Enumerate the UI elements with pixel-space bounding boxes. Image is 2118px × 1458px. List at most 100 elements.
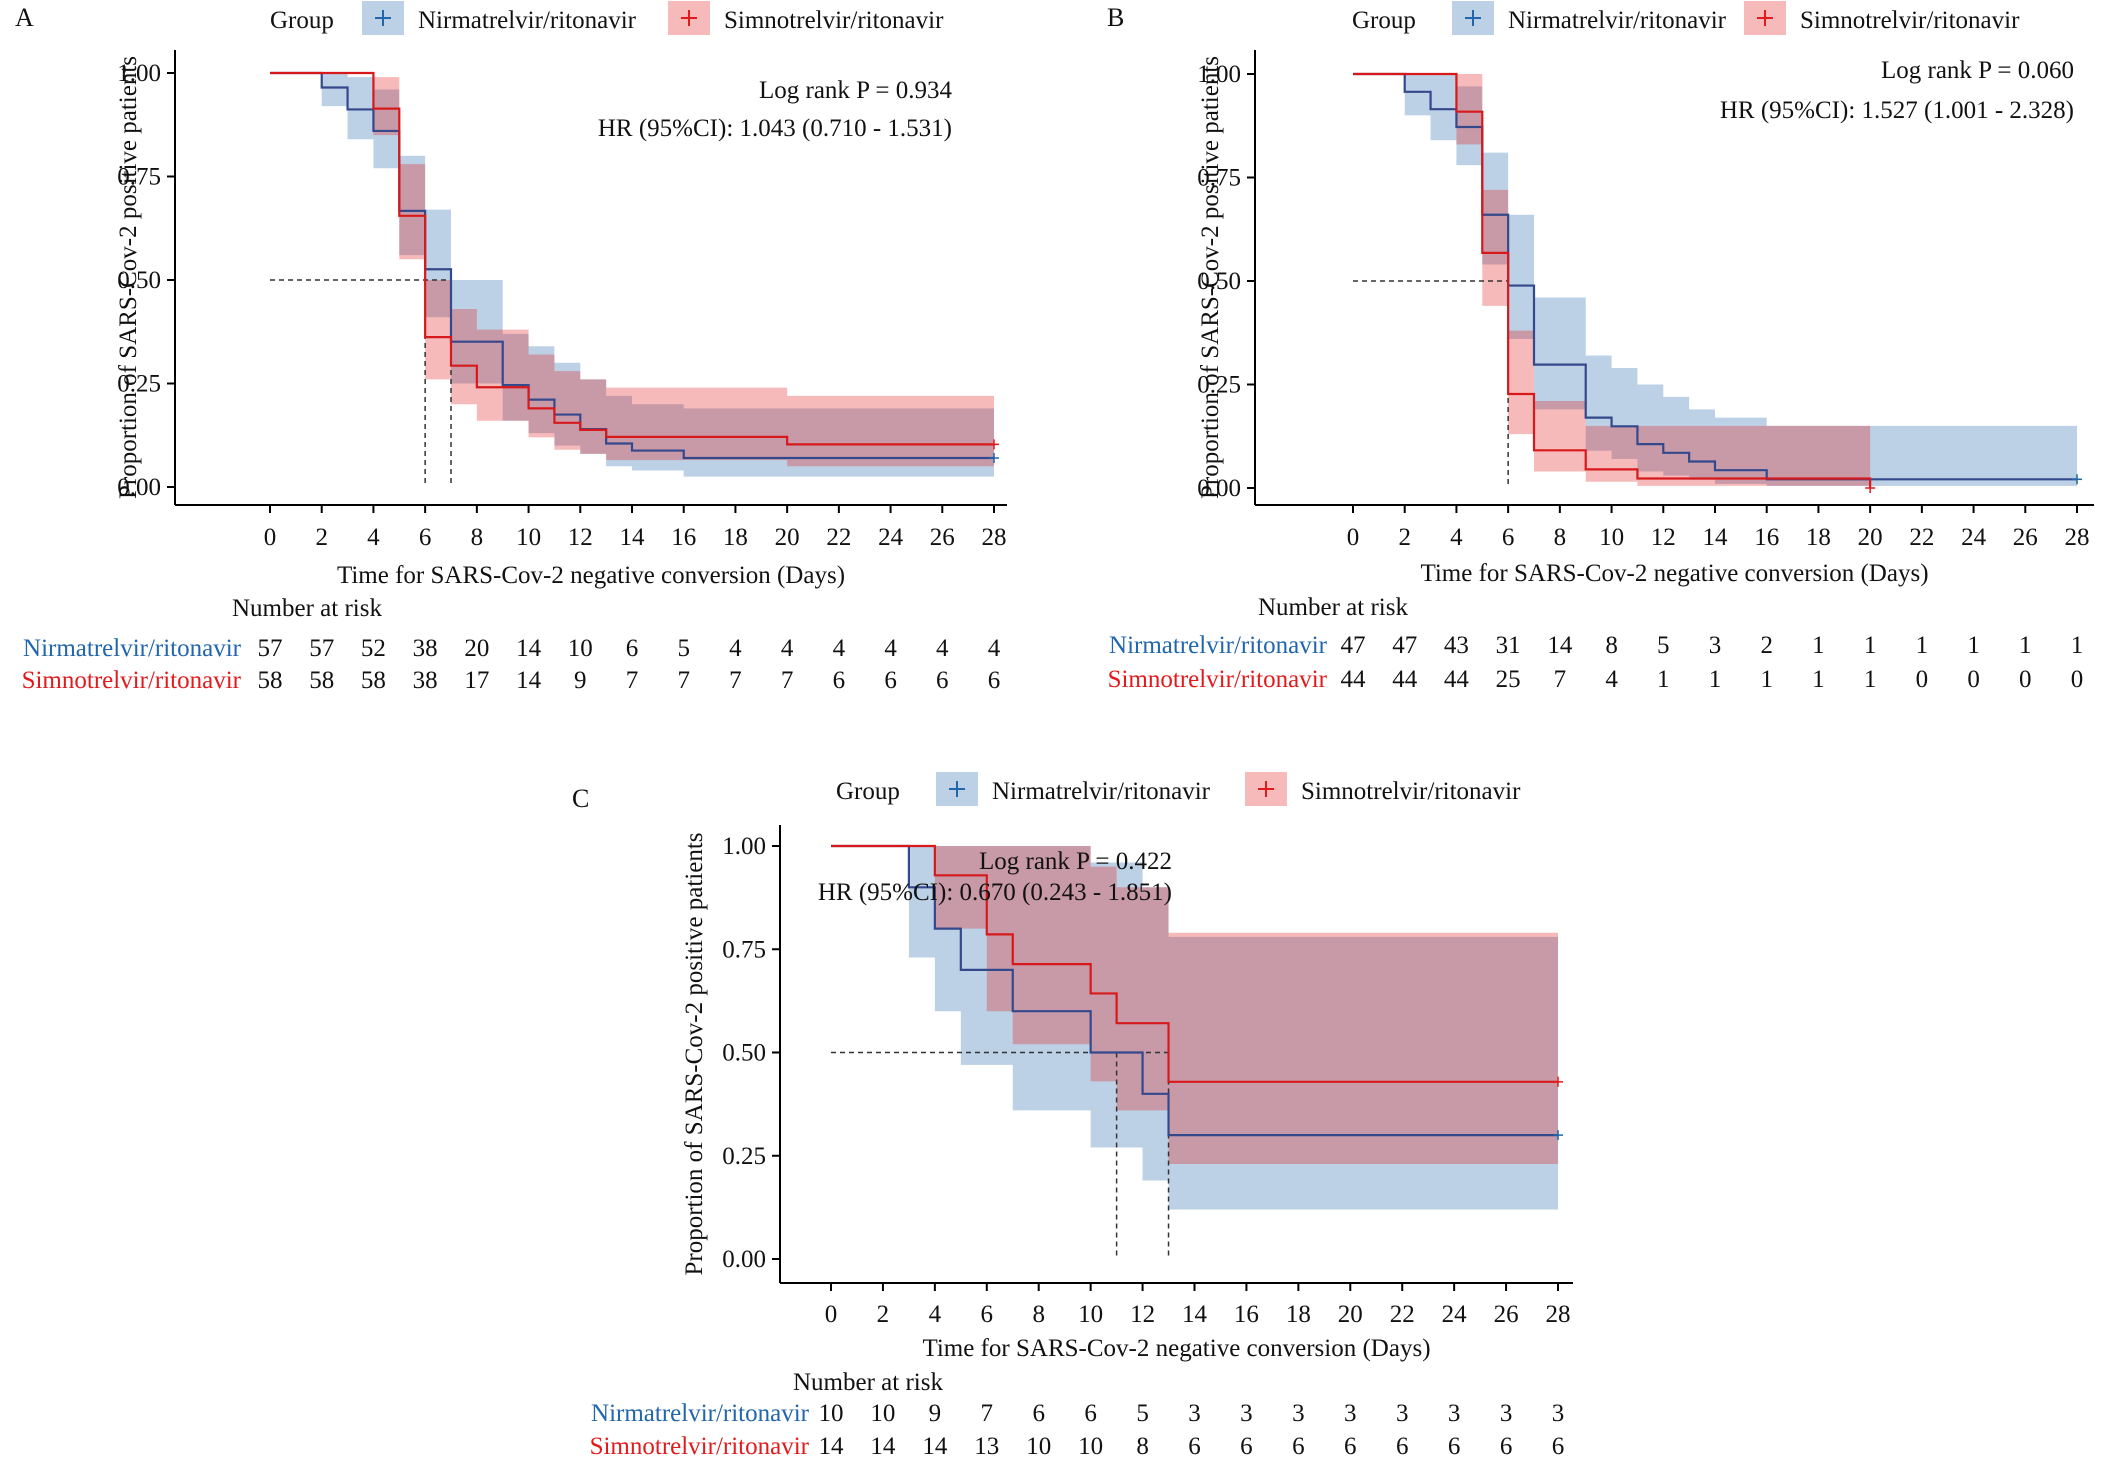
legend-title: Group bbox=[270, 7, 334, 34]
risk-count: 8 bbox=[1605, 632, 1618, 659]
risk-count: 1 bbox=[1812, 632, 1825, 659]
y-tick-label: 0.50 bbox=[117, 267, 161, 294]
risk-count: 4 bbox=[884, 635, 897, 662]
survival-curve-1 bbox=[270, 71, 994, 460]
x-tick-label: 28 bbox=[982, 524, 1007, 551]
risk-count: 38 bbox=[413, 635, 438, 662]
risk-count: 6 bbox=[626, 635, 639, 662]
risk-count: 10 bbox=[568, 635, 593, 662]
plot-area bbox=[831, 844, 1563, 1259]
survival-curve-1 bbox=[1353, 72, 2077, 481]
x-tick-label: 16 bbox=[1234, 1301, 1259, 1328]
x-tick-label: 6 bbox=[419, 524, 432, 551]
risk-count: 14 bbox=[516, 635, 542, 662]
x-tick-label: 10 bbox=[516, 524, 541, 551]
x-tick-label: 28 bbox=[2065, 524, 2090, 551]
risk-count: 9 bbox=[574, 667, 587, 694]
survival-curve-1 bbox=[831, 844, 1558, 1137]
risk-row-name-2: Simnotrelvir/ritonavir bbox=[22, 667, 242, 694]
risk-count: 20 bbox=[464, 635, 489, 662]
x-tick-label: 16 bbox=[1754, 524, 1779, 551]
x-tick-label: 22 bbox=[1909, 524, 1934, 551]
risk-count: 44 bbox=[1341, 666, 1367, 693]
x-tick-label: 6 bbox=[1502, 524, 1515, 551]
x-tick-label: 0 bbox=[825, 1301, 838, 1328]
risk-count: 3 bbox=[1709, 632, 1722, 659]
y-tick-label: 0.25 bbox=[117, 371, 161, 398]
x-tick-label: 26 bbox=[1494, 1301, 1519, 1328]
plot-area bbox=[1353, 72, 2082, 493]
risk-count: 5 bbox=[1136, 1400, 1149, 1427]
y-tick-label: 0.25 bbox=[722, 1143, 766, 1170]
risk-count: 31 bbox=[1496, 632, 1521, 659]
survival-curve-2 bbox=[270, 71, 994, 446]
risk-count: 58 bbox=[309, 667, 334, 694]
x-tick-label: 26 bbox=[2013, 524, 2038, 551]
risk-count: 1 bbox=[2019, 632, 2032, 659]
y-tick-label: 0.50 bbox=[722, 1040, 766, 1067]
x-tick-label: 14 bbox=[620, 524, 646, 551]
hr-text: HR (95%CI): 0.670 (0.243 - 1.851) bbox=[818, 879, 1172, 906]
x-tick-label: 4 bbox=[367, 524, 380, 551]
y-tick-label: 1.00 bbox=[1197, 61, 1241, 88]
plot-area bbox=[270, 71, 999, 487]
risk-count: 1 bbox=[1760, 666, 1773, 693]
hr-text: HR (95%CI): 1.043 (0.710 - 1.531) bbox=[598, 115, 952, 142]
axes: 0.000.250.500.751.000 2 4 6 8 10 12 14 16 18 20 22 2… bbox=[117, 50, 1007, 551]
risk-count: 6 bbox=[1188, 1433, 1201, 1458]
risk-count: 0 bbox=[1967, 666, 1980, 693]
x-tick-label: 14 bbox=[1182, 1301, 1208, 1328]
x-tick-label: 4 bbox=[929, 1301, 942, 1328]
risk-count: 6 bbox=[884, 667, 897, 694]
x-tick-label: 18 bbox=[723, 524, 748, 551]
risk-count: 14 bbox=[870, 1433, 896, 1458]
risk-count: 5 bbox=[1657, 632, 1670, 659]
x-tick-label: 14 bbox=[1703, 524, 1729, 551]
risk-count: 7 bbox=[677, 667, 690, 694]
risk-count: 0 bbox=[2019, 666, 2032, 693]
risk-count: 6 bbox=[1032, 1400, 1045, 1427]
x-axis-label: Time for SARS-Cov-2 negative conversion … bbox=[1420, 560, 1928, 587]
panel-label: B bbox=[1107, 3, 1124, 32]
ci-band-2 bbox=[831, 846, 1558, 1165]
risk-count: 3 bbox=[1500, 1400, 1513, 1427]
risk-count: 4 bbox=[781, 635, 794, 662]
risk-count: 7 bbox=[729, 667, 742, 694]
panel-c: C Group Nirmatrelvir/ritonavir Simnotrelvir… bbox=[572, 772, 1573, 1458]
risk-table-title: Number at risk bbox=[1258, 594, 1408, 621]
risk-count: 10 bbox=[1026, 1433, 1051, 1458]
risk-count: 1 bbox=[1812, 666, 1825, 693]
risk-count: 14 bbox=[922, 1433, 948, 1458]
risk-count: 3 bbox=[1448, 1400, 1461, 1427]
risk-count: 43 bbox=[1444, 632, 1469, 659]
x-tick-label: 10 bbox=[1078, 1301, 1103, 1328]
risk-count: 1 bbox=[1916, 632, 1929, 659]
legend: Group Nirmatrelvir/ritonavir Simnotrelvir/… bbox=[270, 1, 944, 35]
risk-count: 6 bbox=[1448, 1433, 1461, 1458]
risk-count: 14 bbox=[1547, 632, 1573, 659]
legend-label-1: Nirmatrelvir/ritonavir bbox=[1508, 7, 1727, 34]
y-tick-label: 0.00 bbox=[1197, 475, 1241, 502]
risk-count: 6 bbox=[1396, 1433, 1409, 1458]
risk-count: 14 bbox=[819, 1433, 845, 1458]
risk-count: 3 bbox=[1396, 1400, 1409, 1427]
hr-text: HR (95%CI): 1.527 (1.001 - 2.328) bbox=[1720, 97, 2074, 124]
risk-row-name-1: Nirmatrelvir/ritonavir bbox=[1109, 632, 1328, 659]
risk-count: 13 bbox=[974, 1433, 999, 1458]
risk-row-name-1: Nirmatrelvir/ritonavir bbox=[23, 635, 242, 662]
legend: Group Nirmatrelvir/ritonavir Simnotrelvir/… bbox=[1352, 1, 2020, 35]
risk-table: Number at risk Nirmatrelvir/ritonavir 10 10… bbox=[590, 1369, 1565, 1458]
risk-count: 1 bbox=[2071, 632, 2084, 659]
risk-count: 7 bbox=[781, 667, 794, 694]
panel-a: A Group Nirmatrelvir/ritonavir Simnotrelvir… bbox=[15, 1, 1007, 694]
risk-count: 5 bbox=[677, 635, 690, 662]
x-tick-label: 12 bbox=[568, 524, 593, 551]
risk-count: 44 bbox=[1444, 666, 1470, 693]
risk-count: 1 bbox=[1709, 666, 1722, 693]
risk-count: 1 bbox=[1967, 632, 1980, 659]
log-rank-text: Log rank P = 0.060 bbox=[1881, 57, 2074, 84]
risk-row-name-2: Simnotrelvir/ritonavir bbox=[590, 1433, 810, 1458]
legend-label-1: Nirmatrelvir/ritonavir bbox=[418, 7, 637, 34]
